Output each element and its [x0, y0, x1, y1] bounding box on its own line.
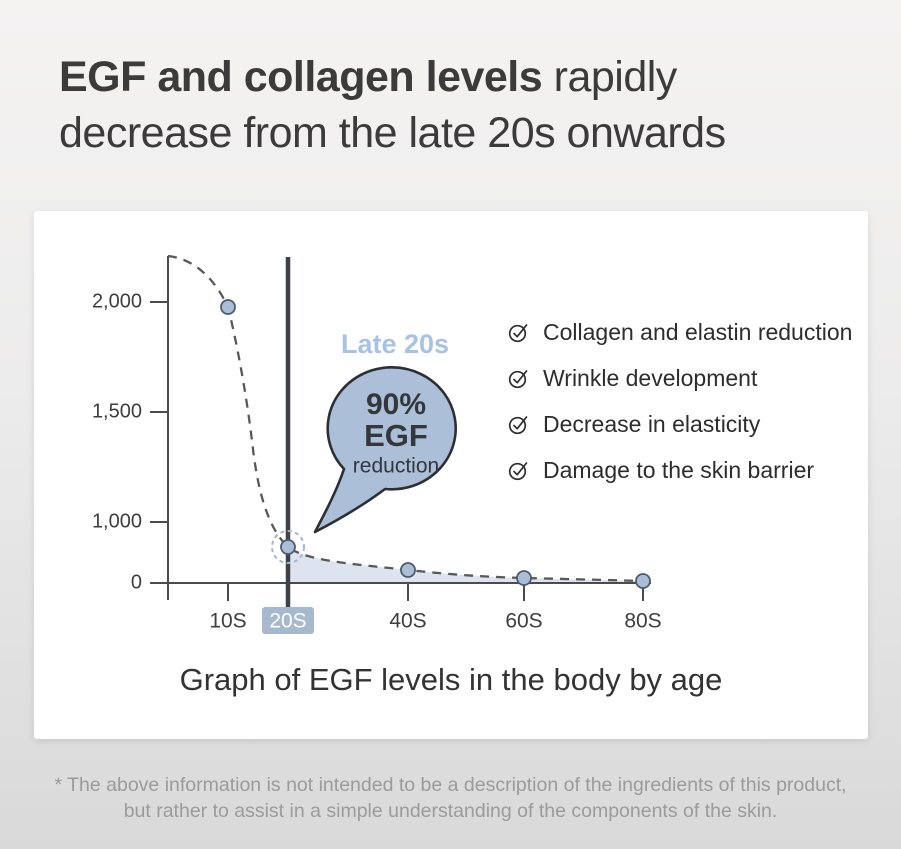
egf-age-graph: 2,000 1,500 1,000 0 10S 20S 40S	[92, 254, 662, 634]
chart-card: 2,000 1,500 1,000 0 10S 20S 40S	[34, 211, 868, 739]
check-circle-icon	[508, 321, 530, 343]
check-circle-icon	[508, 367, 530, 389]
data-point-80s	[635, 573, 651, 589]
list-item: Collagen and elastin reduction	[508, 318, 852, 346]
data-points	[220, 299, 651, 589]
y-axis-ticks	[150, 301, 168, 523]
list-item-label: Wrinkle development	[543, 364, 758, 391]
x-tick-label-40s: 40S	[389, 610, 426, 633]
check-circle-icon	[508, 459, 530, 481]
badge-20s	[262, 607, 314, 634]
data-point-60s	[516, 570, 532, 586]
footnote-line1: * The above information is not intended …	[54, 774, 847, 796]
list-item-label: Decrease in elasticity	[543, 410, 761, 437]
title-emphasis: EGF and collagen levels	[59, 53, 543, 101]
footnote: * The above information is not intended …	[0, 772, 901, 824]
list-item-label: Damage to the skin barrier	[543, 456, 815, 483]
page-title: EGF and collagen levels rapidly decrease …	[59, 49, 726, 161]
chart-caption: Graph of EGF levels in the body by age	[179, 662, 723, 697]
late-20s-label: Late 20s	[341, 329, 449, 359]
data-point-40s	[400, 562, 416, 578]
y-tick-label-0: 0	[131, 571, 142, 593]
bubble-text-reduction: reduction	[353, 455, 439, 478]
list-item-label: Collagen and elastin reduction	[543, 318, 853, 345]
x-tick-label-20s: 20S	[269, 610, 306, 633]
bubble-text-90: 90%	[366, 388, 426, 421]
y-tick-label-2000: 2,000	[92, 290, 142, 312]
list-item: Damage to the skin barrier	[508, 456, 852, 484]
effects-checklist: Collagen and elastin reduction Wrinkle d…	[508, 318, 852, 502]
x-tick-label-80s: 80S	[624, 610, 661, 633]
x-tick-label-10s: 10S	[209, 610, 246, 633]
footnote-line2: but rather to assist in a simple underst…	[123, 800, 778, 822]
bubble-text-egf: EGF	[364, 418, 428, 453]
check-circle-icon	[508, 413, 530, 435]
list-item: Wrinkle development	[508, 364, 852, 392]
y-tick-label-1000: 1,000	[92, 510, 142, 532]
speech-bubble	[313, 366, 457, 534]
title-rest: rapidly	[542, 53, 678, 101]
list-item: Decrease in elasticity	[508, 410, 852, 438]
x-tick-label-60s: 60S	[505, 610, 542, 633]
data-point-20s	[280, 539, 296, 555]
title-line2: decrease from the late 20s onwards	[59, 109, 726, 157]
data-point-10s	[220, 299, 236, 315]
shaded-area-under-curve	[288, 547, 643, 582]
highlight-ring-20s	[271, 530, 305, 564]
y-tick-label-1500: 1,500	[92, 400, 142, 422]
